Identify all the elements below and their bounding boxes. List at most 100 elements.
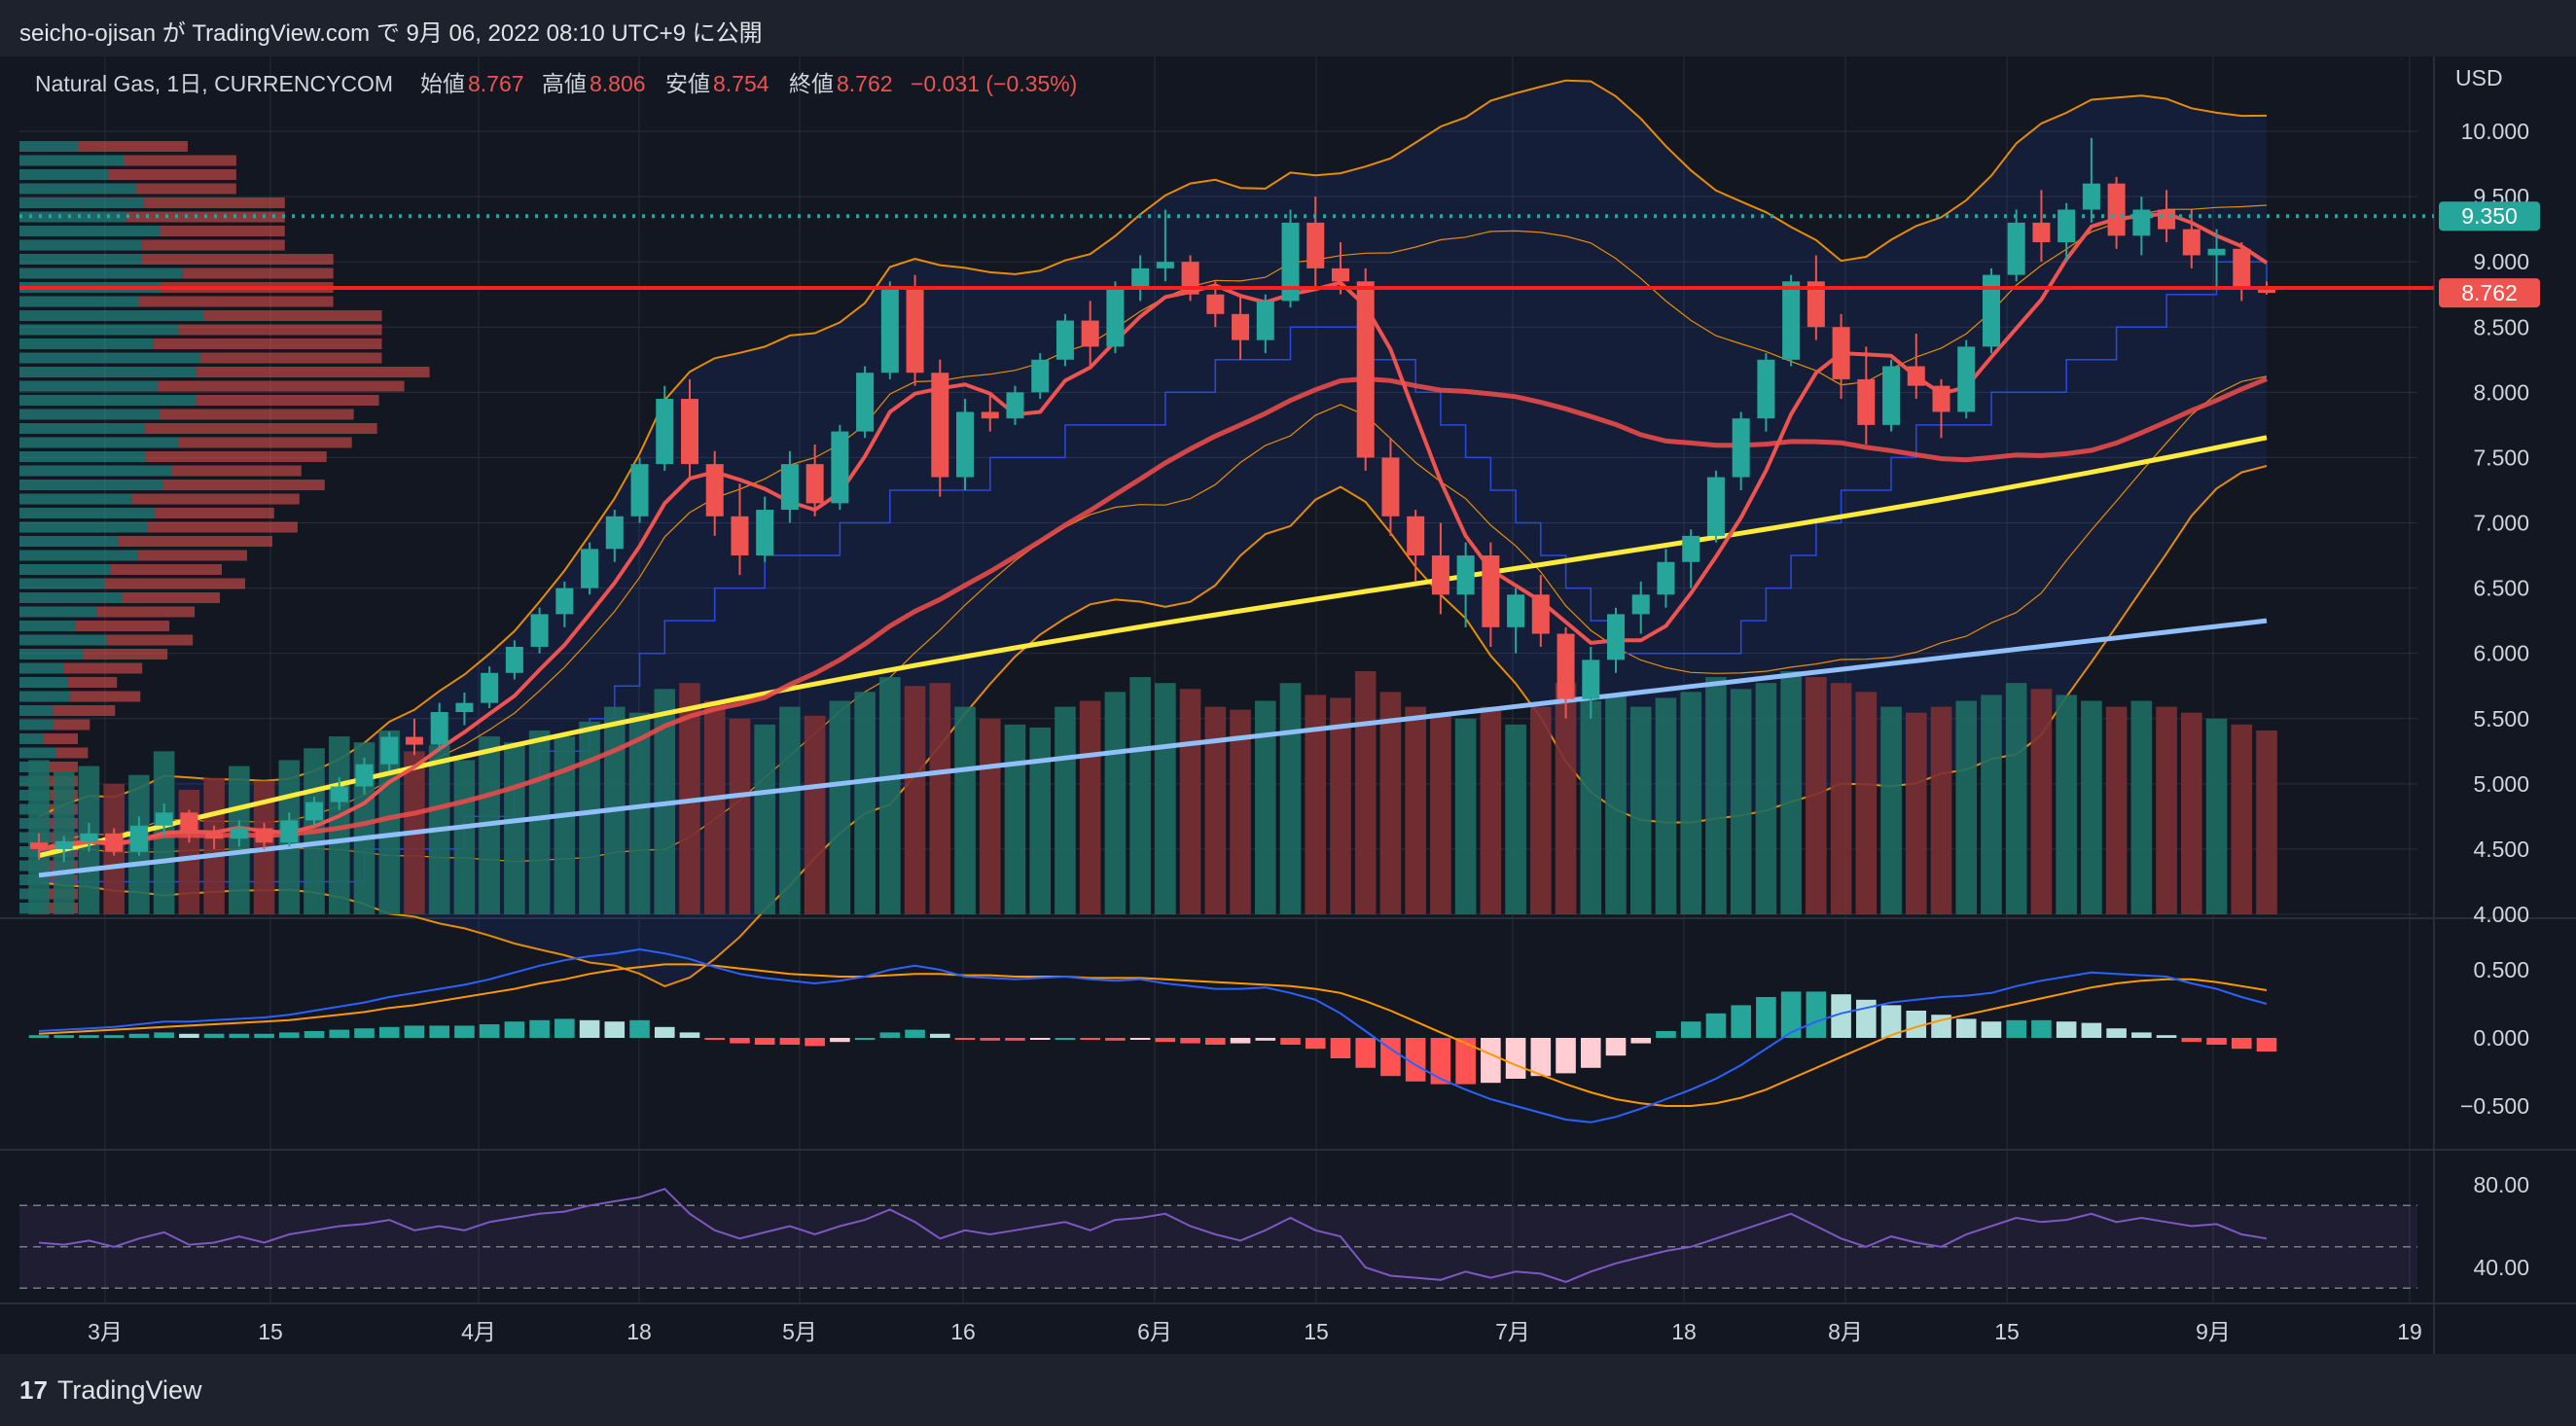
candle-body bbox=[931, 373, 949, 478]
candle-body bbox=[255, 828, 273, 843]
macd-histogram-bar bbox=[329, 1029, 350, 1038]
volume-profile-down bbox=[147, 521, 298, 533]
candle-body bbox=[1407, 516, 1425, 556]
volume-bar bbox=[2256, 730, 2277, 914]
candle-body bbox=[1607, 614, 1626, 660]
volume-bar bbox=[754, 724, 775, 914]
volume-profile-up bbox=[19, 521, 148, 533]
candle-body bbox=[1882, 366, 1901, 425]
macd-histogram-bar bbox=[1255, 1038, 1276, 1041]
volume-bar bbox=[1179, 689, 1201, 914]
price-tick-label: 7.000 bbox=[2473, 511, 2529, 536]
volume-profile-up bbox=[19, 592, 123, 603]
macd-histogram-bar bbox=[154, 1032, 174, 1038]
candle-body bbox=[380, 736, 399, 765]
candle-body bbox=[481, 672, 499, 703]
volume-bar bbox=[1580, 700, 1602, 914]
macd-histogram-bar bbox=[2081, 1022, 2102, 1038]
volume-profile-down bbox=[162, 480, 325, 490]
candle-body bbox=[1857, 378, 1876, 425]
ma-slow-line bbox=[38, 375, 2268, 852]
publish-header: seicho-ojisan が TradingView.com で 9月 06,… bbox=[0, 0, 2576, 56]
horizontal-levels[interactable] bbox=[19, 214, 2434, 290]
macd-histogram-bar bbox=[1505, 1038, 1526, 1079]
price-tick-label: 8.500 bbox=[2473, 314, 2529, 339]
volume-profile-down bbox=[53, 705, 116, 716]
macd-histogram-bar bbox=[1556, 1038, 1576, 1074]
macd-histogram-bar bbox=[54, 1035, 75, 1038]
time-tick-label: 15 bbox=[258, 1319, 283, 1344]
volume-profile-down bbox=[141, 239, 285, 251]
time-tick-label: 7月 bbox=[1495, 1319, 1530, 1344]
volume-bar bbox=[1379, 692, 1402, 914]
volume-bar bbox=[2231, 724, 2253, 914]
tradingview-brand[interactable]: 17 TradingView bbox=[19, 1375, 202, 1406]
volume-profile-up bbox=[19, 634, 107, 646]
macd-histogram-bar bbox=[454, 1025, 475, 1038]
rsi-line bbox=[38, 1188, 2268, 1283]
candle-body bbox=[1657, 561, 1675, 595]
candles[interactable] bbox=[29, 137, 2276, 863]
candle-body bbox=[530, 614, 549, 647]
volume-profile-up bbox=[19, 183, 137, 195]
volume-profile-down bbox=[171, 465, 302, 477]
volume-bar bbox=[1530, 706, 1552, 914]
price-tick-label: 5.500 bbox=[2473, 706, 2529, 731]
candle-body bbox=[680, 399, 698, 465]
volume-profile-up bbox=[19, 352, 201, 364]
volume-profile-up bbox=[19, 423, 145, 434]
macd-histogram-bar bbox=[529, 1019, 550, 1038]
volume-bar bbox=[954, 706, 976, 914]
brand-name: TradingView bbox=[56, 1375, 202, 1405]
volume-profile-up bbox=[19, 211, 126, 223]
volume-bar bbox=[1880, 706, 1902, 914]
time-tick-label: 15 bbox=[1994, 1319, 2020, 1344]
candle-body bbox=[2207, 248, 2226, 256]
macd-histogram-bar bbox=[1955, 1018, 1977, 1038]
footer: 17 TradingView bbox=[0, 1354, 2576, 1426]
volume-profile-up bbox=[19, 437, 180, 448]
volume-bar bbox=[1305, 695, 1327, 914]
volume-bar bbox=[1955, 700, 1978, 914]
volume-profile-down bbox=[144, 197, 285, 208]
candle-body bbox=[1631, 594, 1650, 615]
volume-profile-up bbox=[19, 395, 197, 406]
candle-body bbox=[1556, 633, 1575, 699]
volume-profile-down bbox=[204, 310, 382, 321]
price-axis[interactable]: 10.0009.5009.0008.5008.0007.5007.0006.50… bbox=[2439, 119, 2540, 1280]
macd-histogram-bar bbox=[254, 1033, 274, 1038]
candle-body bbox=[1456, 555, 1475, 595]
volume-bar bbox=[829, 700, 851, 914]
macd-histogram-bar bbox=[2106, 1028, 2127, 1038]
grid bbox=[0, 56, 2576, 1354]
price-tick-label: 7.500 bbox=[2473, 445, 2529, 470]
macd-histogram-bar bbox=[1931, 1015, 1951, 1038]
macd-histogram-bar bbox=[1831, 994, 1851, 1038]
chart-canvas[interactable]: 10.0009.5009.0008.5008.0007.5007.0006.50… bbox=[0, 56, 2576, 1354]
macd-histogram-bar bbox=[2031, 1019, 2052, 1038]
candle-body bbox=[2233, 248, 2251, 288]
price-tick-label: 4.500 bbox=[2473, 837, 2529, 862]
candle-body bbox=[1832, 327, 1850, 379]
macd-histogram-bar bbox=[1305, 1038, 1326, 1050]
macd-histogram-bar bbox=[354, 1028, 375, 1038]
macd-histogram-bar bbox=[879, 1032, 901, 1038]
candle-body bbox=[1006, 392, 1024, 419]
tradingview-logo-icon: 17 bbox=[19, 1375, 48, 1405]
volume-profile-up bbox=[19, 296, 139, 307]
candle-body bbox=[831, 431, 849, 504]
volume-profile-up bbox=[19, 719, 54, 731]
legend-low-value: 8.754 bbox=[713, 71, 769, 96]
price-label-box bbox=[2439, 278, 2540, 308]
macd-histogram-bar bbox=[1731, 1005, 1751, 1038]
volume-profile-down bbox=[141, 254, 334, 265]
volume-bar bbox=[178, 789, 200, 914]
macd-histogram-bar bbox=[179, 1033, 199, 1038]
candle-body bbox=[1682, 535, 1700, 562]
macd-histogram-bar bbox=[304, 1031, 325, 1038]
macd-histogram-bar bbox=[1481, 1038, 1501, 1084]
candle-body bbox=[1507, 594, 1525, 627]
bollinger-line bbox=[38, 79, 2268, 818]
macd-histogram-bar bbox=[830, 1038, 850, 1043]
time-axis[interactable]: 3月 15 4月 18 5月 16 6月 15 7月 18 8月 15 9月 19 bbox=[88, 1319, 2422, 1344]
